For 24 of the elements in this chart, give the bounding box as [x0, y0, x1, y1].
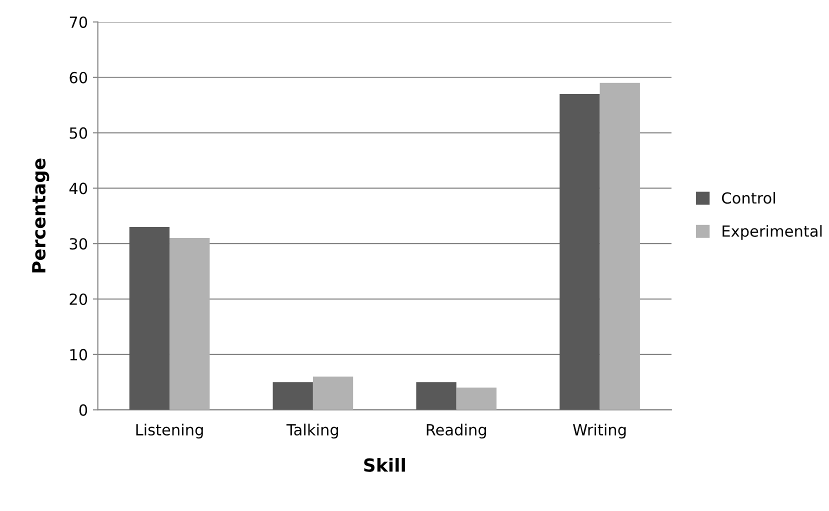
- y-tick-label: 40: [69, 182, 88, 194]
- bar: [456, 388, 497, 410]
- bar: [560, 94, 600, 410]
- bar: [272, 382, 313, 410]
- y-tick-label: 20: [70, 293, 88, 306]
- legend-label: Experimental: [722, 225, 822, 240]
- bar: [170, 238, 210, 410]
- y-tick-label: 70: [70, 16, 88, 28]
- x-tick-label: Writing: [573, 424, 626, 438]
- y-tick-label: 10: [70, 348, 88, 360]
- legend-label: Control: [722, 192, 775, 204]
- x-tick-label: Talking: [286, 424, 338, 438]
- y-tick-label: 60: [70, 72, 88, 84]
- y-tick-label: 30: [70, 238, 88, 250]
- y-axis-title: Percentage: [32, 158, 50, 272]
- x-axis-title: Skill: [364, 458, 405, 472]
- y-tick-label: 0: [79, 404, 88, 416]
- x-tick-label: Listening: [136, 424, 203, 438]
- x-tick-label: Reading: [426, 424, 486, 438]
- bar: [416, 382, 456, 410]
- bar: [129, 226, 170, 410]
- bar: [312, 376, 354, 410]
- y-tick-label: 50: [70, 127, 88, 139]
- bar: [600, 82, 640, 410]
